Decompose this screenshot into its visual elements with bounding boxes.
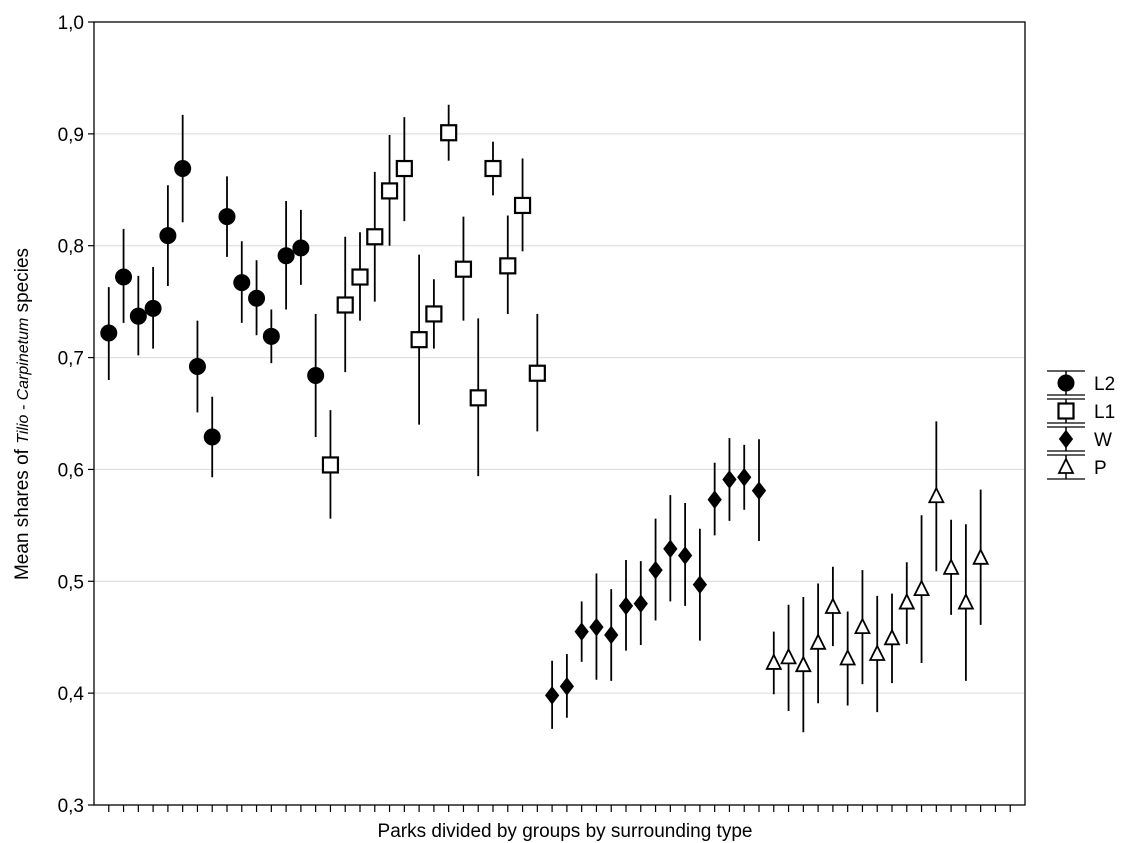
data-point-p <box>824 597 842 614</box>
data-point-w <box>559 677 575 696</box>
y-axis-title-suffix: species <box>12 248 33 318</box>
data-point-l1 <box>351 268 369 286</box>
data-point-w <box>648 560 663 580</box>
y-tick-label: 0,7 <box>58 349 84 370</box>
data-point-w <box>663 539 678 559</box>
data-point-p <box>972 547 990 565</box>
data-point-w <box>574 622 589 641</box>
data-point-p <box>913 579 931 597</box>
y-axis-title-prefix: Mean shares of <box>12 444 33 580</box>
y-tick-label: 1,0 <box>58 13 84 34</box>
data-point-l2 <box>277 247 295 265</box>
data-point-p <box>957 592 975 610</box>
data-point-w <box>722 470 737 489</box>
data-point-l1 <box>425 305 443 323</box>
data-point-w <box>604 625 619 645</box>
data-point-l2 <box>100 324 118 342</box>
legend-label-l1: L1 <box>1094 402 1115 423</box>
y-tick-label: 0,8 <box>58 237 84 258</box>
y-tick-label: 0,3 <box>58 796 84 817</box>
data-point-l2 <box>159 227 177 245</box>
data-point-l2 <box>129 307 147 325</box>
data-point-l1 <box>499 257 517 275</box>
legend-marker-p <box>1057 456 1075 474</box>
data-point-p <box>839 648 857 666</box>
x-axis-title: Parks divided by groups by surrounding t… <box>378 821 753 842</box>
data-point-l1 <box>321 456 340 474</box>
data-point-l2 <box>115 268 133 286</box>
data-point-l1 <box>336 296 354 314</box>
legend-label-l2: L2 <box>1094 374 1115 395</box>
data-point-l1 <box>395 159 413 178</box>
data-point-p <box>883 628 901 646</box>
legend-marker-l1 <box>1057 402 1075 420</box>
y-axis-title: Mean shares of Tilio - Carpinetum specie… <box>12 248 33 580</box>
legend-label-w: W <box>1094 430 1112 451</box>
data-point-w <box>544 686 560 705</box>
data-point-p <box>898 592 916 610</box>
data-point-l2 <box>233 274 251 292</box>
data-point-p <box>765 652 783 670</box>
data-point-l1 <box>366 228 384 246</box>
data-point-l2 <box>248 289 266 307</box>
data-point-l1 <box>380 182 399 200</box>
data-point-l2 <box>262 327 280 345</box>
data-point-w <box>677 546 693 565</box>
data-point-l2 <box>292 239 310 257</box>
legend-marker-w <box>1058 429 1074 449</box>
data-point-l1 <box>484 159 502 178</box>
data-point-p <box>942 557 960 575</box>
data-point-l2 <box>218 208 236 226</box>
data-point-w <box>589 617 604 637</box>
data-point-l1 <box>513 196 532 215</box>
data-point-l2 <box>188 358 206 376</box>
y-tick-label: 0,5 <box>58 572 84 593</box>
y-axis-title-italic: Tilio - Carpinetum <box>15 318 32 444</box>
data-point-l1 <box>440 124 458 142</box>
legend-marker-l2 <box>1057 374 1075 392</box>
grid-lines <box>94 133 1025 694</box>
data-point-l1 <box>410 331 428 349</box>
data-point-w <box>707 490 722 509</box>
x-axis <box>108 805 1011 812</box>
data-point-w <box>692 575 708 594</box>
data-point-l1 <box>528 364 546 382</box>
data-marks <box>100 104 990 733</box>
data-point-p <box>868 643 886 661</box>
data-point-l2 <box>174 160 192 178</box>
data-point-w <box>737 467 752 487</box>
data-point-w <box>751 481 767 501</box>
data-point-l1 <box>469 389 487 407</box>
legend-label-p: P <box>1094 458 1107 479</box>
y-tick-label: 0,4 <box>58 684 85 705</box>
data-point-p <box>853 617 871 635</box>
data-point-p <box>927 486 945 504</box>
y-axis: 0,3 0,4 0,5 0,6 0,7 0,8 0,9 1,0 <box>58 13 94 817</box>
legend: L2 L1 WP <box>1047 370 1115 480</box>
data-point-l2 <box>307 366 325 384</box>
data-point-p <box>780 647 798 665</box>
plot-frame <box>93 21 1026 806</box>
data-point-l2 <box>203 428 221 446</box>
data-point-p <box>794 655 812 673</box>
data-point-l1 <box>454 260 473 278</box>
data-point-w <box>633 594 648 613</box>
data-point-l2 <box>144 299 162 317</box>
data-point-w <box>618 596 634 616</box>
data-point-p <box>809 632 827 650</box>
y-tick-label: 0,6 <box>58 460 84 481</box>
y-tick-label: 0,9 <box>58 125 84 146</box>
